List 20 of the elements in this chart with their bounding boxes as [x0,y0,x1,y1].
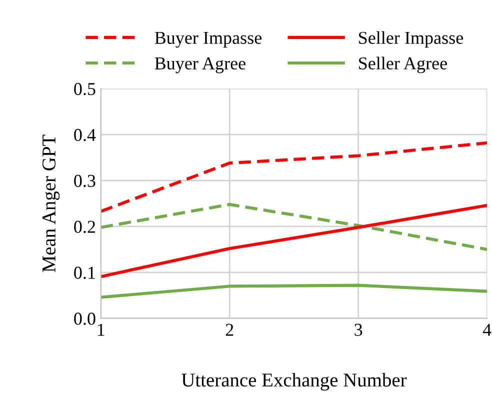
y-axis-title: Mean Anger GPT [42,134,60,272]
legend-label: Buyer Agree [154,57,246,74]
legend-label: Seller Agree [359,56,447,74]
legend-label: Seller Impasse [359,31,463,48]
y-tick-label: 0.1 [74,266,95,279]
y-tick-label: 0.0 [74,312,96,325]
x-tick-label: 2 [226,324,234,336]
x-tick-label: 3 [354,324,362,336]
y-tick-label: 0.3 [74,174,96,188]
x-tick-label: 4 [482,324,492,336]
line-series [100,204,488,278]
y-tick-label: 0.5 [74,82,96,96]
x-tick-label: 1 [98,324,104,336]
x-axis-title: Utterance Exchange Number [182,372,407,391]
y-tick-label: 0.4 [74,128,96,142]
line-series [100,284,488,299]
line-series [100,202,488,251]
legend-label: Buyer Impasse [154,32,262,48]
y-tick-label: 0.2 [74,220,96,234]
line-series [100,141,488,213]
